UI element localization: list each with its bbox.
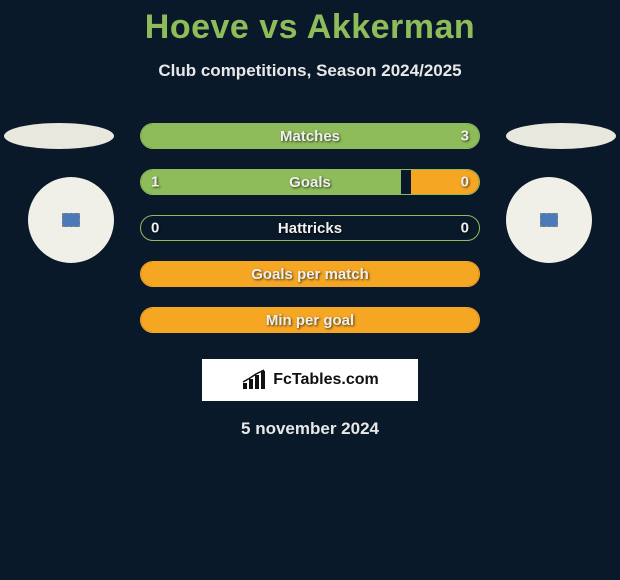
stat-left-value: 0 xyxy=(151,220,159,237)
stat-row-goals: 1 Goals 0 xyxy=(140,169,480,195)
page-subtitle: Club competitions, Season 2024/2025 xyxy=(158,61,461,81)
stat-right-value: 0 xyxy=(461,220,469,237)
team-shirt-right xyxy=(506,177,592,263)
stat-label: Hattricks xyxy=(278,220,342,237)
team-shadow-left xyxy=(4,123,114,149)
shirt-icon xyxy=(540,213,558,227)
team-shirt-left xyxy=(28,177,114,263)
chart-icon xyxy=(241,369,269,391)
stat-left-value: 1 xyxy=(151,174,159,191)
stat-label: Min per goal xyxy=(266,312,354,329)
brand-badge[interactable]: FcTables.com xyxy=(202,359,418,401)
stat-right-value: 0 xyxy=(461,174,469,191)
brand-text: FcTables.com xyxy=(273,371,379,389)
comparison-area: Matches 3 1 Goals 0 0 Hattricks 0 Goals … xyxy=(0,123,620,333)
stat-row-min-per-goal: Min per goal xyxy=(140,307,480,333)
stat-right-value: 3 xyxy=(461,128,469,145)
stat-label: Matches xyxy=(280,128,340,145)
stat-row-hattricks: 0 Hattricks 0 xyxy=(140,215,480,241)
stat-row-goals-per-match: Goals per match xyxy=(140,261,480,287)
stats-list: Matches 3 1 Goals 0 0 Hattricks 0 Goals … xyxy=(140,123,480,333)
stat-row-matches: Matches 3 xyxy=(140,123,480,149)
footer-date: 5 november 2024 xyxy=(241,419,379,439)
stat-label: Goals per match xyxy=(251,266,369,283)
shirt-icon xyxy=(62,213,80,227)
page-title: Hoeve vs Akkerman xyxy=(145,8,475,47)
team-shadow-right xyxy=(506,123,616,149)
stat-label: Goals xyxy=(289,174,331,191)
